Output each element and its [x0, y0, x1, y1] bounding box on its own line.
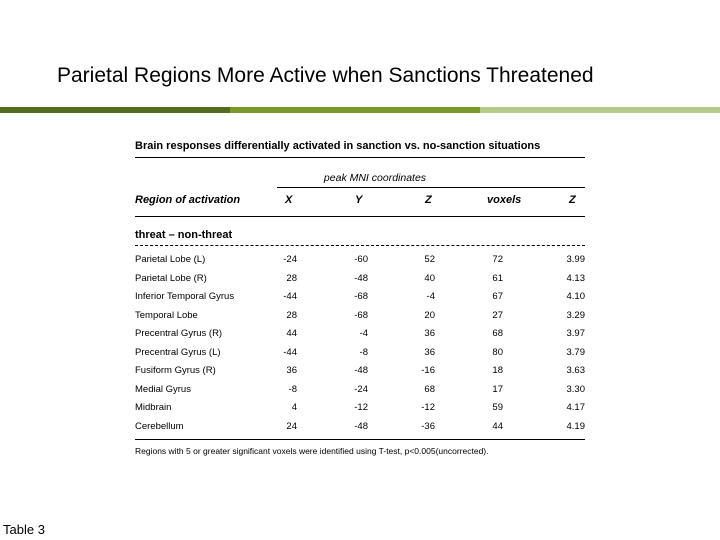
- table-row: Parietal Lobe (R) 28 -48 40 61 4.13: [135, 273, 585, 292]
- cell-voxels: 61: [492, 272, 503, 284]
- header-rule: [135, 216, 585, 217]
- cell-region: Parietal Lobe (L): [135, 254, 206, 265]
- cell-voxels: 27: [492, 309, 503, 321]
- cell-z: 52: [424, 254, 435, 265]
- cell-region: Medial Gyrus: [135, 383, 191, 395]
- cell-region: Cerebellum: [135, 420, 184, 432]
- cell-x: -8: [288, 383, 297, 395]
- cell-z: -4: [426, 291, 435, 302]
- cell-region: Precentral Gyrus (L): [135, 346, 221, 358]
- cell-y: -8: [359, 346, 368, 358]
- cell-y: -68: [354, 291, 368, 302]
- cell-zscore: 4.13: [566, 272, 586, 284]
- table-row: Precentral Gyrus (L) -44 -8 36 80 3.79: [135, 347, 585, 366]
- cell-x: 28: [286, 272, 297, 284]
- cell-y: -48: [354, 420, 368, 432]
- peak-coordinates-rule: [277, 187, 585, 188]
- cell-x: 24: [286, 420, 297, 432]
- cell-x: -44: [283, 346, 297, 358]
- cell-region: Precentral Gyrus (R): [135, 328, 223, 339]
- cell-region: Midbrain: [135, 402, 172, 413]
- table-bottom-rule: [135, 439, 585, 440]
- cell-zscore: 3.63: [566, 365, 586, 376]
- cell-y: -12: [354, 402, 368, 413]
- cell-y: -68: [354, 309, 368, 321]
- cell-voxels: 17: [492, 383, 503, 395]
- cell-region: Inferior Temporal Gyrus: [135, 291, 235, 302]
- table-row: Medial Gyrus -8 -24 68 17 3.30: [135, 384, 585, 403]
- cell-z: -12: [421, 402, 435, 413]
- table-row: Midbrain 4 -12 -12 59 4.17: [135, 402, 585, 421]
- table-row: Cerebellum 24 -48 -36 44 4.19: [135, 421, 585, 440]
- header-voxels: voxels: [487, 194, 522, 206]
- cell-voxels: 80: [492, 346, 503, 358]
- cell-z: 68: [424, 383, 435, 395]
- header-z-score: Z: [569, 194, 576, 206]
- header-z: Z: [425, 194, 432, 206]
- table-row: Inferior Temporal Gyrus -44 -68 -4 67 4.10: [135, 291, 585, 310]
- cell-y: -48: [354, 272, 368, 284]
- table-row: Fusiform Gyrus (R) 36 -48 -16 18 3.63: [135, 365, 585, 384]
- header-y: Y: [355, 194, 363, 206]
- cell-zscore: 4.19: [566, 420, 586, 432]
- cell-y: -60: [354, 254, 368, 265]
- cell-region: Temporal Lobe: [135, 309, 198, 321]
- title-underline-bar: [0, 107, 720, 115]
- cell-x: 44: [286, 328, 297, 339]
- cell-z: 36: [424, 346, 435, 358]
- cell-zscore: 3.79: [566, 346, 586, 358]
- cell-x: 4: [291, 402, 297, 413]
- cell-zscore: 3.30: [566, 383, 586, 395]
- cell-y: -48: [354, 365, 368, 376]
- cell-x: -24: [283, 254, 297, 265]
- cell-zscore: 3.99: [566, 254, 586, 265]
- cell-x: 28: [286, 309, 297, 321]
- slide-label: Table 3: [3, 522, 45, 537]
- table-footnote: Regions with 5 or greater significant vo…: [135, 446, 489, 456]
- table-header-row: Region of activation X Y Z voxels Z: [135, 194, 585, 216]
- table-caption: Brain responses differentially activated…: [135, 140, 585, 158]
- peak-coordinates-label: peak MNI coordinates: [323, 172, 427, 184]
- cell-voxels: 44: [492, 420, 503, 432]
- cell-x: 36: [286, 365, 297, 376]
- cell-region: Parietal Lobe (R): [135, 272, 207, 284]
- cell-y: -4: [359, 328, 368, 339]
- results-table: Brain responses differentially activated…: [135, 140, 585, 456]
- table-row: Parietal Lobe (L) -24 -60 52 72 3.99: [135, 254, 585, 273]
- cell-z: 40: [424, 272, 435, 284]
- cell-voxels: 18: [492, 365, 503, 376]
- cell-z: -36: [421, 420, 435, 432]
- cell-x: -44: [283, 291, 297, 302]
- table-body: Parietal Lobe (L) -24 -60 52 72 3.99 Parietal …: [135, 254, 585, 439]
- cell-zscore: 3.29: [566, 309, 586, 321]
- slide-title: Parietal Regions More Active when Sancti…: [57, 64, 594, 87]
- cell-zscore: 4.17: [566, 402, 586, 413]
- cell-z: 36: [424, 328, 435, 339]
- cell-zscore: 4.10: [566, 291, 586, 302]
- table-row: Temporal Lobe 28 -68 20 27 3.29: [135, 310, 585, 329]
- cell-voxels: 59: [492, 402, 503, 413]
- cell-z: -16: [421, 365, 435, 376]
- header-region: Region of activation: [135, 194, 241, 206]
- cell-voxels: 67: [492, 291, 503, 302]
- title-bar-light-segment: [480, 107, 720, 113]
- header-x: X: [285, 194, 293, 206]
- section-label: threat – non-threat: [135, 229, 233, 241]
- cell-voxels: 72: [492, 254, 503, 265]
- table-row: Precentral Gyrus (R) 44 -4 36 68 3.97: [135, 328, 585, 347]
- cell-region: Fusiform Gyrus (R): [135, 365, 216, 376]
- cell-zscore: 3.97: [566, 328, 586, 339]
- title-bar-dark-segment: [0, 107, 230, 113]
- cell-voxels: 68: [492, 328, 503, 339]
- title-bar-mid-segment: [230, 107, 480, 113]
- cell-z: 20: [424, 309, 435, 321]
- section-dashed-rule: [135, 245, 585, 246]
- cell-y: -24: [354, 383, 368, 395]
